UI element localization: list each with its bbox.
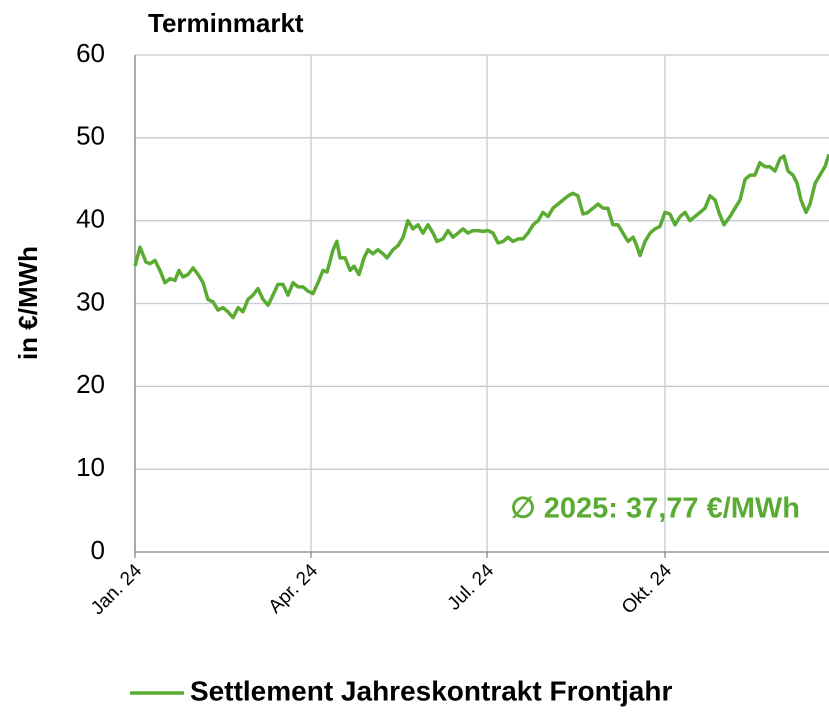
line-series: [133, 153, 829, 320]
y-tick-label: 30: [76, 286, 105, 316]
y-tick-label: 50: [76, 121, 105, 151]
y-axis-label: in €/MWh: [13, 246, 43, 360]
y-tick-label: 60: [76, 38, 105, 68]
y-tick-label: 0: [91, 535, 105, 565]
x-tick-label: Apr. 24: [265, 560, 323, 618]
legend-label: Settlement Jahreskontrakt Frontjahr: [190, 675, 672, 706]
y-tick-label: 20: [76, 369, 105, 399]
x-tick-label: Jan. 24: [87, 560, 146, 619]
annotation: ∅ 2025: 37,77 €/MWh: [510, 493, 800, 525]
y-tick-label: 40: [76, 204, 105, 234]
x-tick-label: Jul. 24: [444, 560, 499, 615]
x-tick-label: Okt. 24: [618, 560, 676, 618]
y-tick-label: 10: [76, 452, 105, 482]
chart-title: Terminmarkt: [148, 8, 304, 38]
